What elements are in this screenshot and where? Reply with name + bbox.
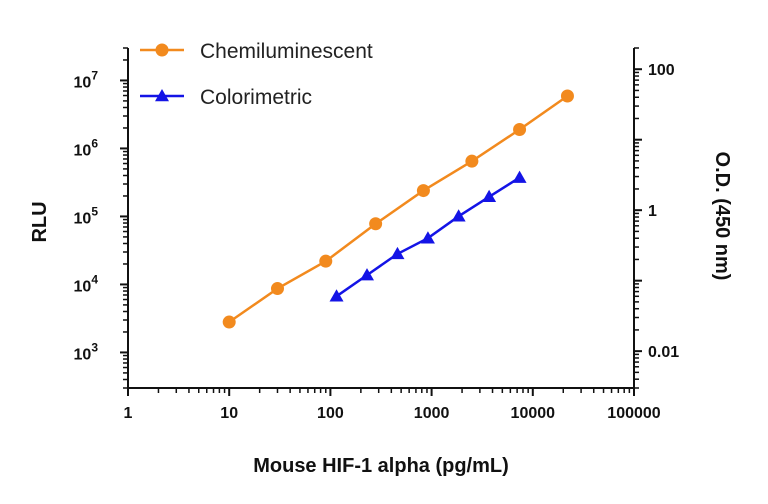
- y-tick-label: 103: [74, 340, 99, 363]
- series-layer: [222, 89, 574, 329]
- y2-axis-title: O.D. (450 nm): [711, 152, 733, 281]
- data-point: [513, 122, 527, 136]
- data-point: [451, 209, 466, 222]
- data-point: [420, 231, 435, 244]
- y-tick-base: 10: [74, 346, 92, 363]
- data-point: [390, 246, 405, 260]
- data-point: [222, 315, 236, 329]
- y2-tick-label: 0.01: [648, 344, 679, 361]
- data-point: [482, 189, 497, 203]
- x-tick-label: 1: [124, 405, 133, 422]
- x-tick-label: 1000: [414, 405, 450, 422]
- data-point: [360, 268, 375, 281]
- data-point: [512, 170, 527, 183]
- y-tick-exponent: 6: [91, 136, 98, 150]
- y-tick-label: 106: [74, 136, 99, 159]
- y-tick-base: 10: [74, 210, 92, 227]
- data-point: [416, 184, 430, 198]
- y2-tick-label: 1: [648, 203, 657, 220]
- x-tick-label: 100000: [607, 405, 660, 422]
- data-point: [560, 89, 574, 103]
- series-line: [228, 94, 569, 324]
- legend-label: Chemiluminescent: [200, 40, 373, 63]
- y-tick-label: 107: [74, 68, 99, 91]
- data-point: [270, 282, 284, 296]
- x-tick-label: 100: [317, 405, 344, 422]
- axes: 1 10 100 1000 10000 1000001031041051061070.01…: [74, 47, 679, 422]
- data-point: [465, 154, 479, 168]
- y-axis-title: RLU: [29, 201, 51, 242]
- legend-label: Colorimetric: [200, 86, 312, 109]
- y-tick-label: 105: [74, 204, 99, 227]
- legend-marker: [155, 89, 169, 102]
- y-tick-exponent: 7: [91, 68, 98, 82]
- y2-tick-label: 100: [648, 62, 675, 79]
- legend: Chemiluminescent Colorimetric: [140, 40, 373, 109]
- y-tick-exponent: 3: [91, 340, 98, 354]
- y-tick-label: 104: [74, 272, 99, 295]
- y-tick-exponent: 4: [91, 272, 98, 286]
- data-point: [319, 254, 333, 268]
- x-tick-label: 10: [220, 405, 238, 422]
- legend-marker: [155, 43, 169, 57]
- x-tick-label: 10000: [511, 405, 556, 422]
- series-chemiluminescent: [222, 89, 574, 329]
- y-tick-base: 10: [74, 142, 92, 159]
- x-axis-title: Mouse HIF-1 alpha (pg/mL): [253, 455, 509, 477]
- data-point: [369, 217, 383, 231]
- y-tick-base: 10: [74, 278, 92, 295]
- y-tick-base: 10: [74, 74, 92, 91]
- data-point: [329, 289, 344, 302]
- series-colorimetric: [329, 170, 527, 302]
- y-tick-exponent: 5: [91, 204, 98, 218]
